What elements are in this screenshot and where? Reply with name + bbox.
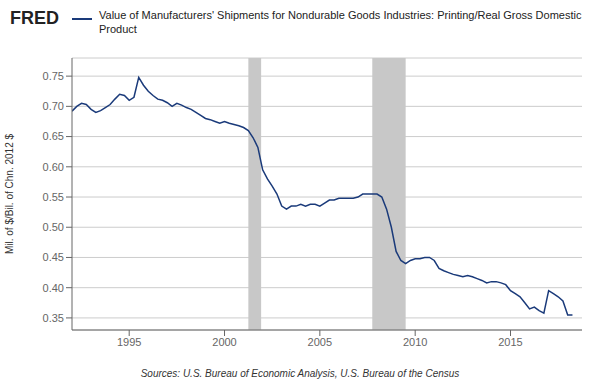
svg-text:0.60: 0.60 — [43, 161, 64, 173]
html-text:Value of Manufacturers' Shipme: Value of Manufacturers' Shipments for No… — [99, 9, 582, 35]
svg-text:2015: 2015 — [498, 336, 522, 348]
html-text:FRED: FRED — [10, 8, 59, 28]
html-text:Sources: U.S. Bureau of Econom: Sources: U.S. Bureau of Economic Analysi… — [140, 368, 460, 379]
svg-text:2000: 2000 — [212, 336, 236, 348]
svg-text:0.75: 0.75 — [43, 70, 64, 82]
svg-text:0.65: 0.65 — [43, 130, 64, 142]
svg-text:0.70: 0.70 — [43, 100, 64, 112]
svg-text:2005: 2005 — [308, 336, 332, 348]
svg-text:0.35: 0.35 — [43, 312, 64, 324]
svg-text:1995: 1995 — [117, 336, 141, 348]
svg-text:Mil. of $/Bil. of Chn. 2012 $: Mil. of $/Bil. of Chn. 2012 $ — [8, 134, 15, 255]
svg-text:2010: 2010 — [403, 336, 427, 348]
svg-text:0.55: 0.55 — [43, 191, 64, 203]
svg-text:0.40: 0.40 — [43, 282, 64, 294]
svg-text:0.50: 0.50 — [43, 221, 64, 233]
svg-text:0.45: 0.45 — [43, 251, 64, 263]
